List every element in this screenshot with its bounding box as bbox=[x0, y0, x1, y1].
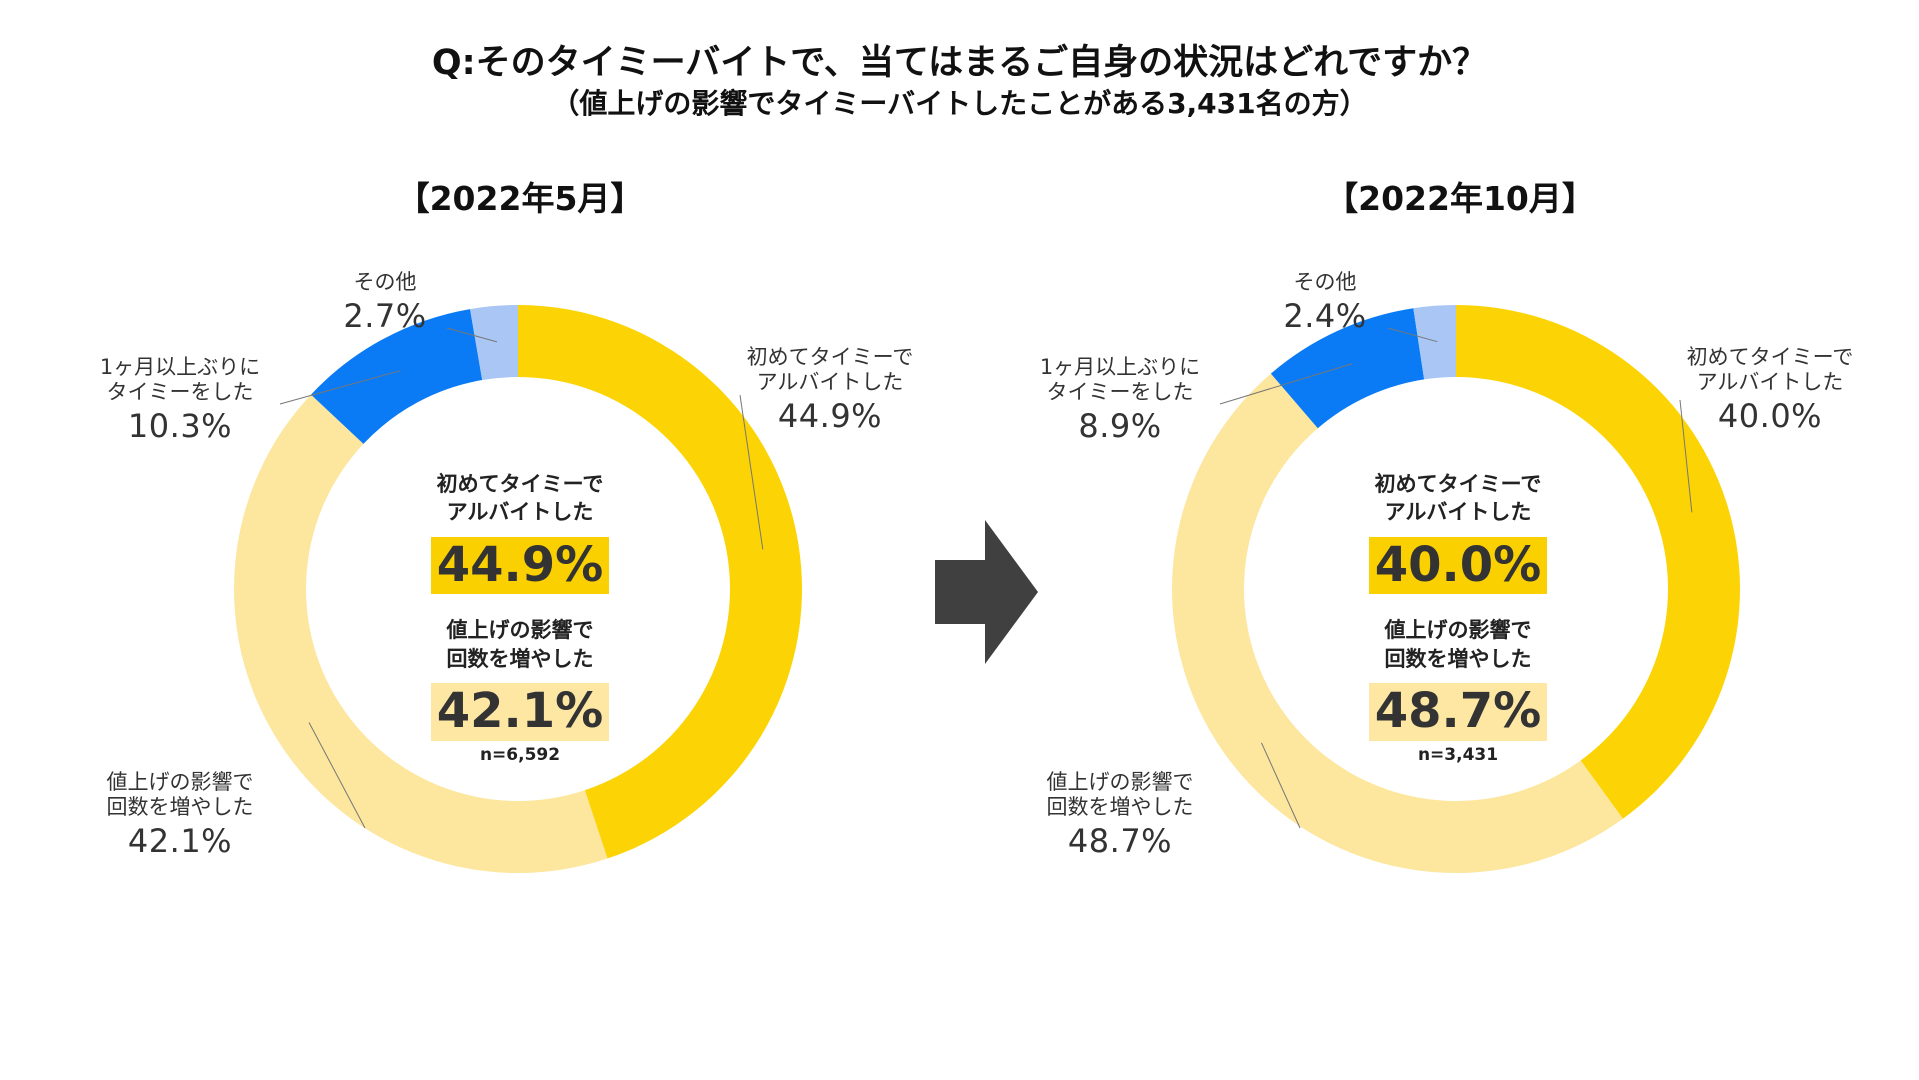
sample-size-may: n=6,592 bbox=[479, 744, 561, 765]
slice-label-other-october: その他 2.4% bbox=[1283, 270, 1367, 336]
center-value-first-time-october: 40.0% bbox=[1368, 536, 1548, 595]
leader-line-first-time bbox=[739, 394, 764, 550]
donut-center-may: 初めてタイミーで アルバイトした 44.9% 値上げの影響で 回数を増やした 4… bbox=[355, 470, 685, 765]
donut-slice-first-in-month bbox=[1270, 308, 1425, 429]
leader-line-other bbox=[446, 327, 498, 343]
leader-line-first-time bbox=[1679, 399, 1693, 513]
leader-line-other bbox=[1387, 327, 1438, 343]
slice-label-other-may: その他 2.7% bbox=[343, 270, 427, 336]
center-value-increased-october: 48.7% bbox=[1368, 682, 1548, 741]
donut-slice-first-time bbox=[1456, 305, 1740, 819]
donut-chart-may bbox=[233, 305, 802, 873]
donut-center-october: 初めてタイミーで アルバイトした 40.0% 値上げの影響で 回数を増やした 4… bbox=[1293, 470, 1623, 765]
slice-label-increased-may: 値上げの影響で 回数を増やした 42.1% bbox=[106, 770, 254, 861]
leader-line-increased bbox=[1261, 742, 1301, 829]
slice-label-first-in-month-may: 1ヶ月以上ぶりに タイミーをした 10.3% bbox=[99, 355, 261, 446]
center-value-first-time-may: 44.9% bbox=[430, 536, 610, 595]
slice-label-first-time-october: 初めてタイミーで アルバイトした 40.0% bbox=[1686, 345, 1854, 436]
slice-label-increased-october: 値上げの影響で 回数を増やした 48.7% bbox=[1046, 770, 1194, 861]
donut-slice-other bbox=[1413, 305, 1456, 380]
leader-line-first-in-month bbox=[1219, 363, 1353, 405]
slice-label-first-time-may: 初めてタイミーで アルバイトした 44.9% bbox=[746, 345, 914, 436]
right-arrow-icon bbox=[935, 520, 1038, 664]
slice-label-first-in-month-october: 1ヶ月以上ぶりに タイミーをした 8.9% bbox=[1039, 355, 1201, 446]
sample-size-october: n=3,431 bbox=[1417, 744, 1499, 765]
leader-line-increased bbox=[308, 722, 366, 829]
donut-slice-increased bbox=[233, 394, 608, 873]
donut-slice-other bbox=[470, 305, 518, 381]
chart-subtitle: （値上げの影響でタイミーバイトしたことがある3,431名の方） bbox=[551, 87, 1368, 120]
donut-slice-first-in-month bbox=[310, 309, 483, 444]
panel-title-may: 【2022年5月】 bbox=[396, 179, 644, 218]
donut-slice-increased bbox=[1172, 373, 1623, 873]
center-value-increased-may: 42.1% bbox=[430, 682, 610, 741]
leader-line-first-in-month bbox=[279, 370, 401, 405]
donut-slice-first-time bbox=[518, 305, 802, 859]
donut-chart-october bbox=[1172, 305, 1740, 873]
panel-title-october: 【2022年10月】 bbox=[1325, 179, 1595, 218]
chart-title: Q:そのタイミーバイトで、当てはまるご自身の状況はどれですか？ bbox=[431, 43, 1488, 83]
